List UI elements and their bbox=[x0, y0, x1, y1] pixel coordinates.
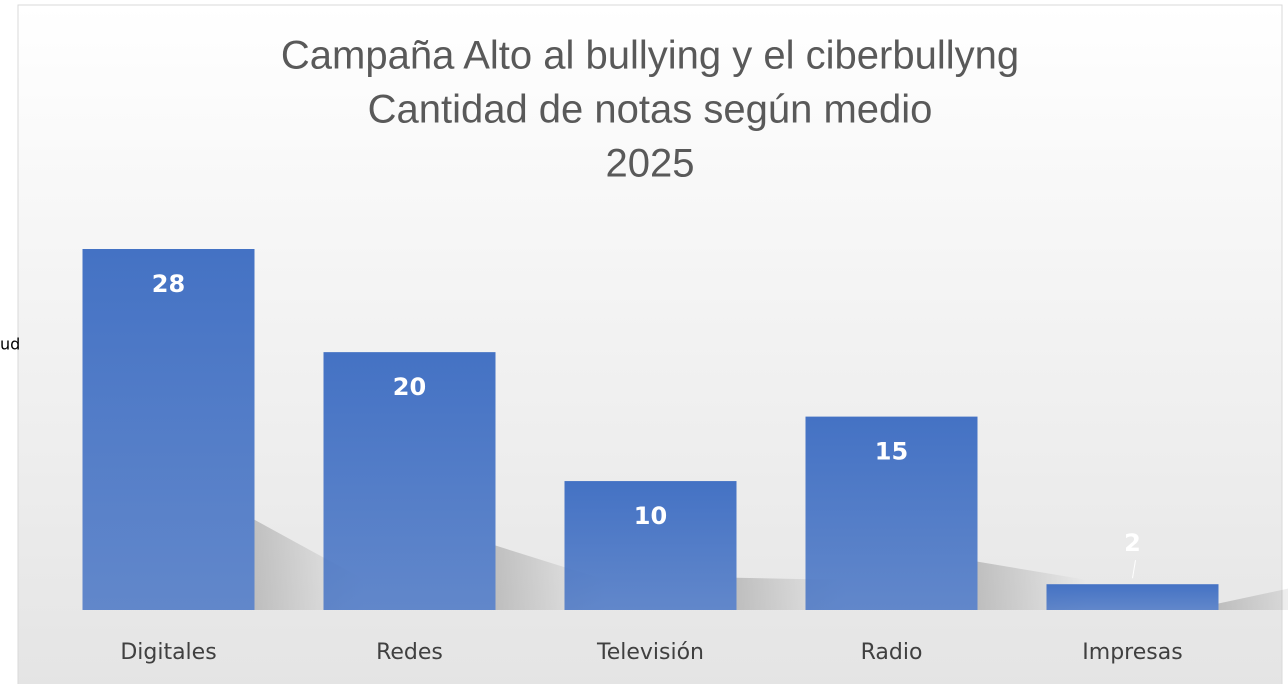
bar bbox=[323, 352, 496, 610]
x-tick-label: Digitales bbox=[120, 640, 216, 665]
x-tick-label: Radio bbox=[861, 640, 923, 665]
bar bbox=[82, 249, 255, 610]
bar bbox=[805, 416, 978, 610]
annotation: ud bbox=[0, 335, 20, 354]
bar bbox=[564, 481, 737, 610]
bar-shadow bbox=[1218, 588, 1288, 610]
data-label: 20 bbox=[393, 373, 426, 401]
data-label: 2 bbox=[1124, 529, 1141, 557]
chart-title: Campaña Alto al bullying y el ciberbully… bbox=[281, 34, 1019, 78]
chart-title: Cantidad de notas según medio bbox=[368, 88, 933, 132]
x-tick-label: Televisión bbox=[596, 640, 704, 665]
chart-title: 2025 bbox=[606, 142, 695, 186]
bar bbox=[1046, 584, 1219, 610]
data-label: 28 bbox=[152, 270, 185, 298]
leader-line bbox=[1132, 560, 1136, 579]
x-tick-label: Impresas bbox=[1082, 640, 1182, 665]
x-tick-label: Redes bbox=[376, 640, 443, 665]
data-label: 15 bbox=[875, 438, 908, 466]
data-label: 10 bbox=[634, 502, 667, 530]
